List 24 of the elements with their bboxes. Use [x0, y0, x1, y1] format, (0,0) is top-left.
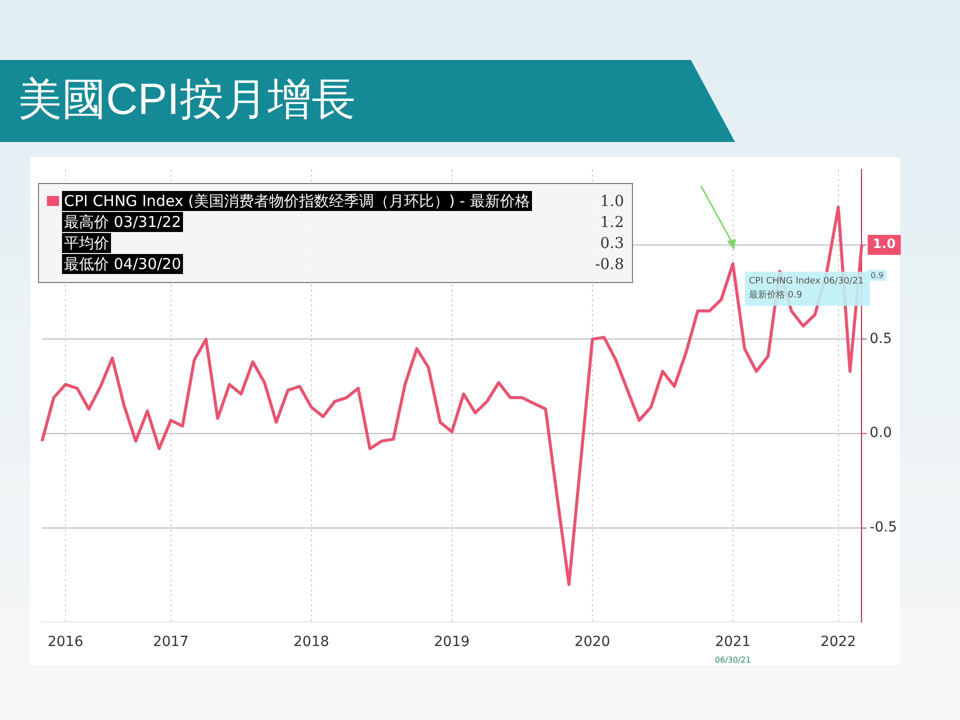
y-tick-label: 0.0	[870, 425, 892, 442]
text: 1.0	[872, 237, 896, 252]
chart-title: 美國CPI按月增長	[18, 74, 356, 126]
x-tick-label: 2016	[48, 634, 84, 650]
annotation: CPI CHNG Index 06/30/21	[748, 276, 864, 287]
text: 0.9	[870, 270, 884, 280]
annotation: 最低价 04/30/20	[62, 254, 184, 274]
legend-label: CPI CHNG Index (美国消费者物价指数经季调（月环比）) - 最新价格	[62, 190, 532, 210]
x-tick-label: 2019	[434, 634, 470, 650]
text: 06/30/21	[714, 655, 751, 664]
x-tick-label: 2022	[820, 634, 856, 650]
annotation: 最新价格 0.9	[748, 290, 802, 301]
x-tick-label: 2017	[152, 634, 189, 650]
y-tick-label: -0.5	[870, 520, 898, 536]
x-tick-label: 2020	[574, 634, 610, 650]
annotation: 平均价	[62, 232, 111, 252]
x-tick-label: 2018	[294, 634, 330, 650]
y-tick-label: 0.5	[870, 330, 892, 347]
annotation: 1.2	[600, 212, 624, 230]
x-tick-label: 2021	[715, 634, 751, 650]
annotation: 1.0	[600, 192, 624, 210]
annotation: 0.3	[600, 234, 624, 252]
annotation: 最高价 03/31/22	[62, 212, 184, 232]
annotation: -0.8	[595, 254, 624, 272]
